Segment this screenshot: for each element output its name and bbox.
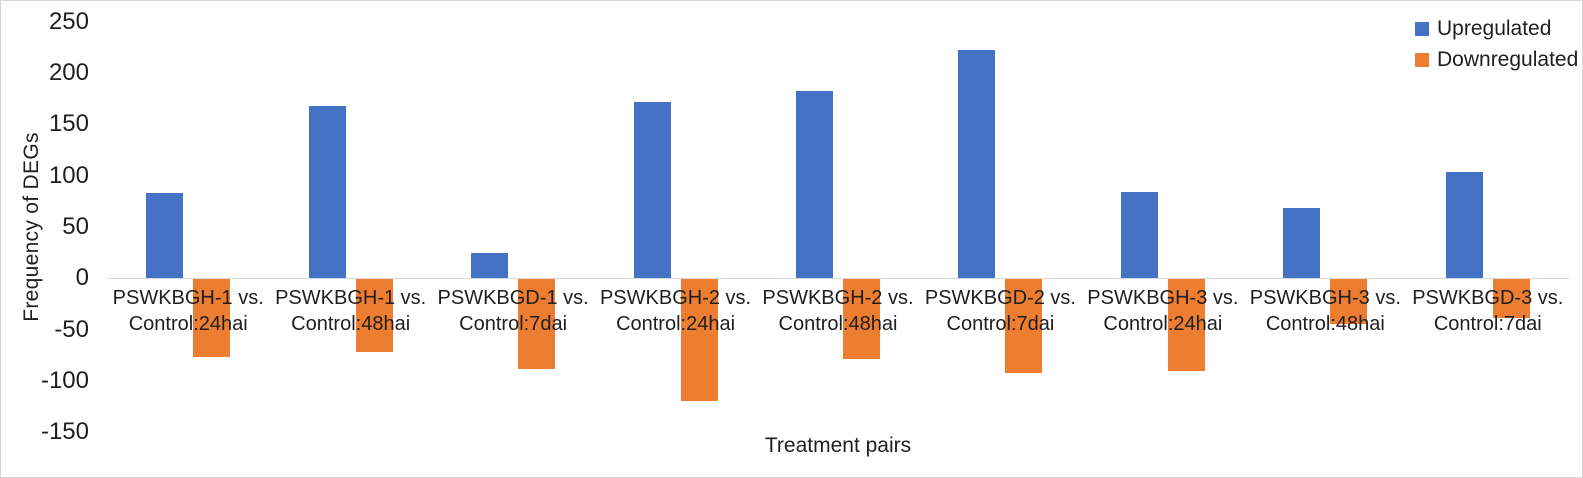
bar-upregulated [633, 101, 671, 279]
bar-upregulated [796, 90, 833, 279]
category-label-line: PSWKBGD-1 vs. [437, 287, 589, 309]
bar-downregulated [1005, 279, 1043, 373]
category-label-line: PSWKBGH-2 vs. [762, 287, 914, 309]
category-label-line: PSWKBGD-2 vs. [924, 287, 1076, 309]
legend-label-upregulated: Upregulated [1437, 16, 1552, 40]
category-label: PSWKBGH-3 vs. Control:24hai [1082, 285, 1244, 337]
y-tick-label: 50 [62, 213, 89, 240]
category-label-line: Control:24hai [1103, 313, 1223, 335]
y-tick-label: -50 [54, 315, 89, 343]
y-tick-label: 0 [75, 264, 89, 292]
y-tick-label: 100 [48, 161, 89, 189]
legend-item-upregulated: Upregulated [1415, 13, 1578, 44]
bar-downregulated [1167, 279, 1205, 371]
bar-downregulated [843, 279, 880, 360]
category-label-line: Control:48hai [1265, 313, 1385, 335]
legend-swatch-downregulated-icon [1415, 52, 1429, 67]
y-tick-label: 200 [48, 59, 89, 87]
legend-item-downregulated: Downregulated [1415, 44, 1578, 75]
bar-upregulated [471, 252, 509, 279]
bar-upregulated [146, 193, 184, 279]
bar-downregulated [680, 279, 718, 402]
bar-upregulated [1120, 192, 1158, 279]
bar-downregulated [1492, 279, 1530, 319]
y-tick-label: 250 [48, 7, 89, 35]
category-label-line: Control:24hai [616, 313, 736, 335]
legend-label-downregulated: Downregulated [1437, 47, 1579, 71]
category-label: PSWKBGH-2 vs. Control:48hai [757, 285, 919, 337]
category-label: PSWKBGD-3 vs. Control:7dai [1407, 285, 1569, 337]
bar-upregulated [1283, 207, 1321, 279]
category-label-line: PSWKBGH-2 vs. [599, 287, 752, 309]
y-tick-label: 150 [48, 110, 89, 138]
y-tick-label: -100 [40, 366, 89, 394]
category-label-line: PSWKBGD-3 vs. [1412, 287, 1564, 309]
category-label: PSWKBGD-1 vs. Control:7dai [432, 285, 594, 337]
category-label-line: PSWKBGH-1 vs. [275, 287, 427, 309]
bar-downregulated [1330, 279, 1368, 325]
x-axis-line [107, 277, 1569, 280]
category-label-line: Control:48hai [778, 313, 898, 335]
category-label-line: Control:7dai [459, 313, 568, 335]
bar-downregulated [193, 279, 231, 358]
category-label-line: Control:7dai [1433, 313, 1542, 335]
bar-upregulated [958, 49, 996, 279]
y-tick-label: -150 [40, 418, 89, 446]
category-label-line: PSWKBGH-3 vs. [1249, 287, 1401, 309]
category-label-line: Control:48hai [291, 313, 411, 335]
bar-downregulated [518, 279, 556, 369]
bar-downregulated [355, 279, 393, 353]
category-label-line: Control:7dai [946, 313, 1055, 335]
bar-upregulated [308, 105, 346, 279]
category-label-line: PSWKBGH-3 vs. [1087, 287, 1239, 309]
legend-swatch-upregulated-icon [1415, 21, 1429, 36]
category-label: PSWKBGH-1 vs. Control:24hai [107, 285, 269, 337]
x-axis-title: Treatment pairs [764, 434, 912, 457]
category-label: PSWKBGD-2 vs. Control:7dai [919, 285, 1081, 337]
category-label-line: PSWKBGH-1 vs. [112, 287, 264, 309]
bar-upregulated [1445, 171, 1483, 279]
legend: Upregulated Downregulated [1415, 13, 1578, 75]
category-label-line: Control:24hai [128, 313, 248, 335]
category-label: PSWKBGH-1 vs. Control:48hai [269, 285, 431, 337]
category-label: PSWKBGH-3 vs. Control:48hai [1244, 285, 1406, 337]
category-label: PSWKBGH-2 vs. Control:24hai [594, 285, 756, 337]
